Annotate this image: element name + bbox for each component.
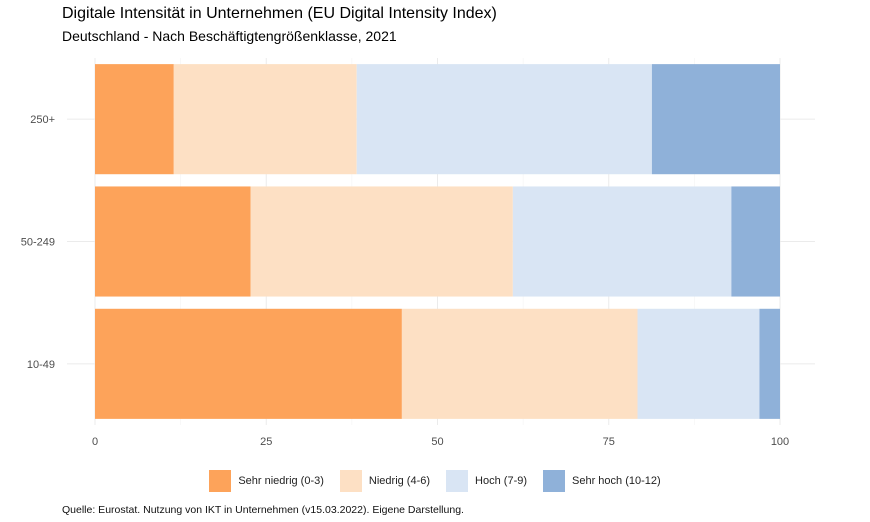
legend-swatch [339,470,362,492]
bar-segment [759,308,780,419]
x-tick-label: 50 [431,436,443,448]
x-tick-label: 75 [603,436,615,448]
source-note: Quelle: Eurostat. Nutzung von IKT in Unt… [62,504,464,516]
bar-segment [95,308,402,419]
y-tick-label: 10-49 [27,359,55,371]
x-tick-label: 0 [92,436,98,448]
legend-label: Sehr niedrig (0-3) [238,475,324,487]
chart-title: Digitale Intensität in Unternehmen (EU D… [62,5,497,22]
bar-segment [401,308,638,419]
legend-item-sehr-hoch: Sehr hoch (10-12) [543,470,661,492]
bar-segment [637,308,760,419]
x-tick-label: 25 [260,436,272,448]
legend-label: Niedrig (4-6) [368,475,431,487]
bar-segment [95,64,174,175]
legend-swatch [543,470,566,492]
legend-label: Sehr hoch (10-12) [572,475,661,487]
legend-item-sehr-niedrig: Sehr niedrig (0-3) [209,470,324,492]
bar-segment [651,64,780,175]
chart-subtitle: Deutschland - Nach Beschäftigtengrößenkl… [62,28,397,44]
stacked-bar-chart: 0 25 50 75 100 250+ 50-249 10-49 [21,58,815,448]
bar-segment [95,186,251,297]
legend-label: Hoch (7-9) [475,475,528,487]
legend-swatch [446,470,469,492]
bar-segment [173,64,357,175]
x-tick-label: 100 [771,436,789,448]
legend-swatch [209,470,232,492]
y-tick-label: 250+ [30,114,55,126]
legend-item-hoch: Hoch (7-9) [446,470,527,492]
legend: Sehr niedrig (0-3) Niedrig (4-6) Hoch (7… [0,470,870,492]
bar-segment [512,186,732,297]
bar-segment [356,64,652,175]
bar-segment [731,186,780,297]
bar-segment [250,186,513,297]
y-tick-label: 50-249 [21,237,55,249]
legend-item-niedrig: Niedrig (4-6) [339,470,431,492]
